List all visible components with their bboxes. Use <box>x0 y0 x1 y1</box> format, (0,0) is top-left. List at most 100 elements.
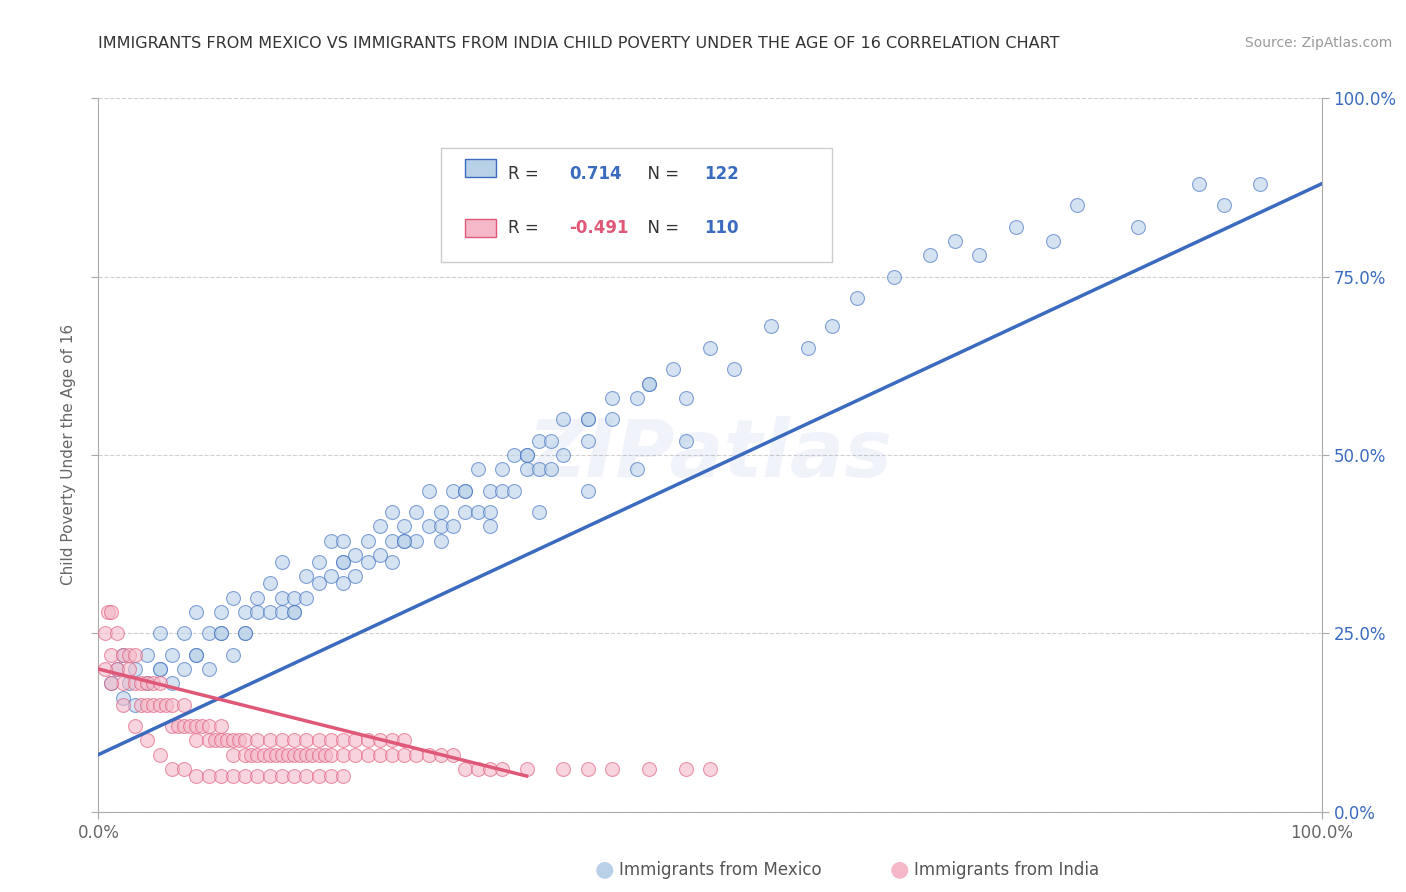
Point <box>1066 198 1088 212</box>
Point <box>259 576 281 591</box>
Point <box>246 605 269 619</box>
Point <box>270 605 294 619</box>
Y-axis label: Child Poverty Under the Age of 16: Child Poverty Under the Age of 16 <box>60 325 76 585</box>
Point <box>638 376 661 391</box>
Point <box>491 462 513 476</box>
Point <box>160 648 183 662</box>
Point <box>356 747 378 762</box>
Point <box>344 747 367 762</box>
Point <box>149 698 172 712</box>
Point <box>626 391 648 405</box>
Point <box>308 733 330 747</box>
Point <box>527 505 550 519</box>
Point <box>576 412 599 426</box>
Point <box>222 733 245 747</box>
Point <box>308 576 330 591</box>
Point <box>600 391 623 405</box>
Point <box>392 747 416 762</box>
Point <box>441 747 464 762</box>
Point <box>186 719 208 733</box>
Point <box>290 747 312 762</box>
Point <box>797 341 820 355</box>
Point <box>295 733 318 747</box>
Point <box>454 483 477 498</box>
Point <box>356 733 378 747</box>
Point <box>675 434 697 448</box>
Point <box>368 548 391 562</box>
Point <box>149 662 172 676</box>
Point <box>222 747 245 762</box>
Point <box>167 719 190 733</box>
Point <box>405 505 427 519</box>
Point <box>215 733 238 747</box>
Point <box>197 662 219 676</box>
Text: R =: R = <box>508 166 544 184</box>
Point <box>418 483 440 498</box>
Point <box>283 769 305 783</box>
Point <box>246 591 269 605</box>
Point <box>222 769 245 783</box>
Point <box>160 762 183 776</box>
Point <box>209 733 232 747</box>
Point <box>392 533 416 548</box>
Point <box>478 483 501 498</box>
Point <box>160 719 183 733</box>
Point <box>204 733 226 747</box>
Point <box>209 605 232 619</box>
Point <box>319 569 342 583</box>
Point <box>197 626 219 640</box>
Point <box>381 533 404 548</box>
Point <box>576 483 599 498</box>
Point <box>405 747 427 762</box>
Point <box>283 591 305 605</box>
Point <box>418 519 440 533</box>
Point <box>638 762 661 776</box>
Text: 0.714: 0.714 <box>569 166 621 184</box>
Point <box>527 462 550 476</box>
Point <box>515 762 537 776</box>
Point <box>540 462 562 476</box>
Point <box>301 747 323 762</box>
Point <box>173 719 195 733</box>
Point <box>270 733 294 747</box>
Point <box>332 733 354 747</box>
Point <box>332 533 354 548</box>
Point <box>576 762 599 776</box>
Point <box>883 269 905 284</box>
Point <box>277 747 299 762</box>
Point <box>1212 198 1234 212</box>
Point <box>233 626 256 640</box>
Point <box>105 662 128 676</box>
Point <box>283 733 305 747</box>
Point <box>381 733 404 747</box>
Point <box>160 676 183 690</box>
Point <box>246 733 269 747</box>
Point <box>149 676 172 690</box>
Point <box>124 662 146 676</box>
Text: 110: 110 <box>704 219 738 237</box>
Point <box>405 533 427 548</box>
Point <box>100 676 122 690</box>
Point <box>344 733 367 747</box>
Point <box>638 376 661 391</box>
FancyBboxPatch shape <box>465 219 496 237</box>
Point <box>478 505 501 519</box>
Point <box>283 605 305 619</box>
Point <box>270 769 294 783</box>
Point <box>136 676 159 690</box>
Point <box>576 434 599 448</box>
Point <box>186 733 208 747</box>
Point <box>441 519 464 533</box>
Point <box>491 762 513 776</box>
Point <box>368 747 391 762</box>
Point <box>259 605 281 619</box>
Point <box>93 662 115 676</box>
Point <box>233 626 256 640</box>
Point <box>270 747 294 762</box>
Point <box>392 733 416 747</box>
Point <box>129 676 152 690</box>
Point <box>186 605 208 619</box>
Point <box>392 519 416 533</box>
Point <box>430 533 453 548</box>
Point <box>467 462 489 476</box>
